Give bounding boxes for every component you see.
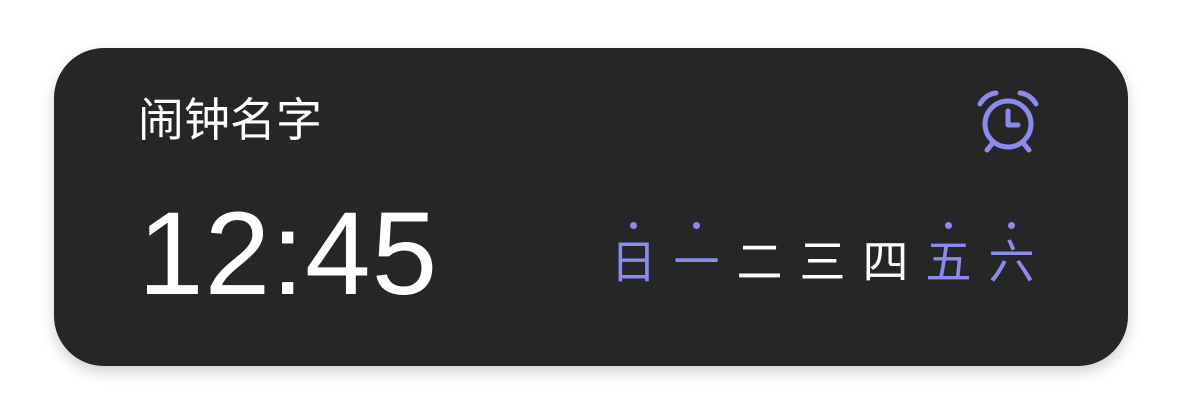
day-label: 四 [862, 235, 909, 289]
alarm-card[interactable]: 闹钟名字 12:45 日 一 二 三 [54, 48, 1128, 366]
day-label: 日 [610, 235, 657, 289]
inactive-dot [819, 222, 826, 229]
alarm-name: 闹钟名字 [138, 93, 322, 147]
day-friday: 五 [924, 216, 973, 296]
day-thursday: 四 [861, 216, 910, 296]
active-dot [1008, 222, 1015, 229]
day-wednesday: 三 [798, 216, 847, 296]
day-label: 六 [988, 235, 1035, 289]
day-label: 五 [925, 235, 972, 289]
day-label: 二 [736, 235, 783, 289]
day-monday: 一 [672, 216, 721, 296]
day-label: 一 [673, 235, 720, 289]
active-dot [630, 222, 637, 229]
inactive-dot [882, 222, 889, 229]
inactive-dot [756, 222, 763, 229]
day-sunday: 日 [609, 216, 658, 296]
alarm-clock-icon [974, 88, 1042, 156]
day-label: 三 [799, 235, 846, 289]
active-dot [693, 222, 700, 229]
alarm-time: 12:45 [138, 188, 439, 320]
day-tuesday: 二 [735, 216, 784, 296]
day-saturday: 六 [987, 216, 1036, 296]
repeat-days: 日 一 二 三 四 五 六 [609, 216, 1036, 296]
active-dot [945, 222, 952, 229]
